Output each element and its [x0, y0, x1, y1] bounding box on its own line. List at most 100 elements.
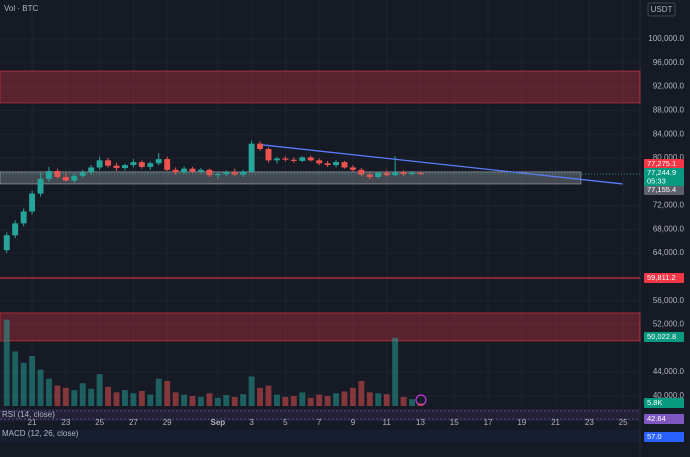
- candle-body: [181, 168, 188, 173]
- volume-bar: [358, 381, 365, 406]
- candle-body: [290, 159, 297, 161]
- currency-label[interactable]: USDT: [651, 5, 673, 14]
- zone: [0, 171, 582, 185]
- volume-bar: [96, 374, 103, 406]
- y-tick-label: 100,000.0: [648, 34, 684, 43]
- volume-bar: [214, 397, 221, 406]
- price-badge: [644, 185, 684, 195]
- zone: [0, 312, 641, 342]
- candle-body: [164, 159, 171, 170]
- volume-bar: [299, 392, 306, 406]
- volume-bar: [206, 393, 213, 406]
- volume-bar: [290, 396, 297, 406]
- volume-bar: [231, 396, 238, 406]
- volume-bar: [400, 396, 407, 406]
- volume-bar: [20, 362, 27, 406]
- price-badge: [644, 332, 684, 342]
- candle-body: [240, 171, 247, 175]
- x-tick-label: 13: [416, 418, 425, 427]
- candle-body: [189, 168, 196, 172]
- y-tick-label: 44,000.0: [653, 367, 685, 376]
- candle-body: [29, 193, 36, 212]
- y-tick-label: 64,000.0: [653, 248, 685, 257]
- candle-body: [3, 235, 10, 251]
- y-tick-label: 88,000.0: [653, 105, 685, 114]
- candle-body: [113, 165, 120, 169]
- volume-bar: [189, 396, 196, 406]
- volume-bar: [54, 385, 61, 406]
- candle-body: [333, 162, 339, 166]
- candle-body: [358, 169, 365, 175]
- candle-body: [79, 172, 86, 176]
- candle-body: [248, 143, 255, 172]
- volume-bar: [197, 396, 204, 406]
- candle-body: [46, 171, 52, 179]
- candle-body: [409, 172, 415, 174]
- candle-body: [417, 172, 424, 175]
- price-badge: [644, 168, 684, 178]
- candle-body: [265, 149, 272, 161]
- x-tick-label: 21: [28, 418, 37, 427]
- y-tick-label: 56,000.0: [653, 296, 685, 305]
- x-tick-label: 3: [249, 418, 254, 427]
- price-badge-label: 42.64: [647, 414, 666, 423]
- volume-bar: [29, 356, 36, 406]
- volume-bar: [375, 393, 382, 406]
- candle-body: [392, 172, 399, 176]
- x-tick-label: 17: [484, 418, 493, 427]
- y-tick-label: 40,000.0: [653, 391, 685, 400]
- volume-bar: [164, 381, 171, 406]
- volume-bar: [105, 386, 112, 406]
- x-tick-label: 19: [517, 418, 526, 427]
- price-badge-label: 50,022.8: [647, 332, 676, 341]
- candle-body: [155, 159, 162, 164]
- candle-body: [299, 157, 306, 161]
- y-tick-label: 92,000.0: [653, 82, 685, 91]
- volume-bar: [341, 391, 348, 406]
- volume-bar: [113, 392, 120, 406]
- volume-bar: [37, 369, 44, 406]
- candle-body: [223, 172, 230, 174]
- x-tick-label: 23: [585, 418, 594, 427]
- candle-body: [130, 162, 137, 166]
- candle-body: [12, 223, 19, 236]
- pane-label: Vol · BTC: [4, 4, 38, 13]
- x-tick-label: 11: [383, 418, 392, 427]
- volume-bar: [130, 393, 137, 406]
- volume-bar: [282, 396, 289, 406]
- trendline: [262, 144, 623, 185]
- x-tick-label: 7: [317, 418, 322, 427]
- x-tick-label: Sep: [211, 418, 226, 427]
- x-tick-label: 25: [619, 418, 628, 427]
- candle-body: [96, 160, 103, 168]
- candle-body: [62, 176, 69, 181]
- volume-bar: [417, 403, 424, 406]
- countdown-label: 05:33: [647, 176, 666, 185]
- x-tick-label: 29: [163, 418, 172, 427]
- volume-bar: [257, 387, 264, 406]
- currency-box[interactable]: [647, 2, 676, 17]
- volume-bar: [147, 394, 154, 406]
- volume-bar: [333, 393, 339, 406]
- candle-body: [88, 167, 95, 173]
- x-tick-label: 27: [129, 418, 138, 427]
- x-tick-label: 5: [283, 418, 288, 427]
- candle-body: [375, 172, 382, 177]
- volume-bar: [172, 392, 179, 406]
- y-tick-label: 84,000.0: [653, 129, 685, 138]
- candle-body: [20, 211, 27, 224]
- volume-bar: [46, 378, 52, 406]
- candle-body: [105, 160, 112, 166]
- rsi-pane: [0, 409, 640, 421]
- volume-bar: [181, 394, 188, 406]
- candle-body: [197, 169, 204, 172]
- price-badge-label: 77,155.4: [647, 185, 676, 194]
- price-badge: [644, 159, 684, 169]
- volume-bar: [383, 394, 390, 406]
- volume-bar: [366, 392, 373, 406]
- volume-bar: [138, 391, 145, 406]
- volume-bar: [3, 319, 10, 406]
